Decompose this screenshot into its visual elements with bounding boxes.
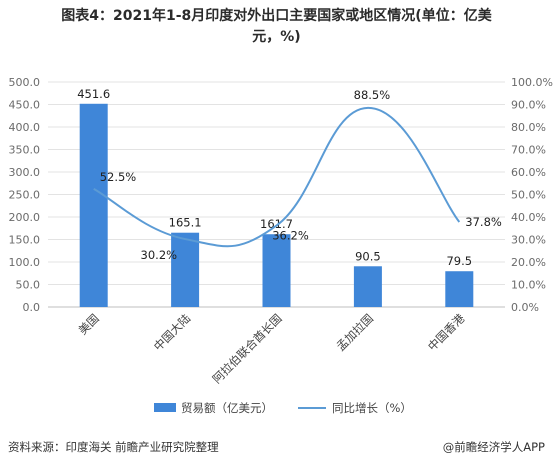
right-tick-label: 70.0% [511,144,546,157]
right-axis: 0.0% 10.0% 20.0% 30.0% 40.0% 50.0% 60.0% 70.0% 8… [511,76,553,314]
chart-svg: 0.0 50.0 100.0 150.0 200.0 250.0 300.0 350.0 400… [9,76,553,415]
legend: 贸易额（亿美元） 同比增长（%） [154,401,412,415]
left-tick-label: 450.0 [9,99,41,112]
bar-value-label: 161.7 [260,217,293,231]
x-tick-label: 孟加拉国 [334,311,376,353]
x-tick-label: 阿拉伯联合酋长国 [210,311,285,386]
right-tick-label: 30.0% [511,234,546,247]
left-tick-label: 100.0 [9,256,41,269]
left-tick-label: 50.0 [16,279,41,292]
right-tick-label: 40.0% [511,211,546,224]
bar-value-label: 90.5 [355,249,381,263]
line-value-label: 37.8% [465,215,502,229]
line-value-label: 88.5% [354,88,391,102]
right-tick-label: 0.0% [511,301,539,314]
x-tick-label: 中国香港 [425,311,468,354]
chart-title-line1: 图表4：2021年1-8月印度对外出口主要国家或地区情况(单位：亿美 [61,8,492,24]
bar [79,103,108,307]
x-tick-label: 中国大陆 [151,311,193,353]
left-tick-label: 400.0 [9,121,41,134]
bar [353,266,382,307]
bar [445,271,474,307]
right-tick-label: 20.0% [511,256,546,269]
legend-bar-swatch [154,403,176,412]
left-axis: 0.0 50.0 100.0 150.0 200.0 250.0 300.0 350.0 400… [9,76,41,314]
source-note: 资料来源：印度海关 前瞻产业研究院整理 [8,440,219,454]
grid-layer [48,81,505,308]
line-value-label: 52.5% [100,170,137,184]
left-tick-label: 300.0 [9,166,41,179]
line-value-label: 30.2% [141,248,178,262]
x-tick-label: 美国 [76,311,102,337]
left-tick-label: 150.0 [9,234,41,247]
left-tick-label: 350.0 [9,144,41,157]
x-axis: 美国 中国大陆 阿拉伯联合酋长国 孟加拉国 中国香港 [76,311,468,386]
legend-line-label: 同比增长（%） [332,401,412,415]
left-tick-label: 500.0 [9,76,41,89]
chart-title: 图表4：2021年1-8月印度对外出口主要国家或地区情况(单位：亿美 元，%) [0,6,553,48]
line-value-label: 36.2% [272,229,309,243]
chart-title-line2: 元，%) [252,29,301,45]
growth-line [93,106,461,248]
line-labels: 52.5% 30.2% 36.2% 88.5% 37.8% [100,88,502,262]
left-tick-label: 0.0 [23,301,41,314]
legend-bar-label: 贸易额（亿美元） [181,401,273,415]
bar [262,234,291,307]
bar-value-label: 165.1 [169,216,202,230]
left-tick-label: 200.0 [9,211,41,224]
right-tick-label: 50.0% [511,189,546,202]
bar-series [79,103,474,307]
left-tick-label: 250.0 [9,189,41,202]
line-series [93,106,461,248]
right-tick-label: 60.0% [511,166,546,179]
bar [171,232,200,307]
right-tick-label: 80.0% [511,121,546,134]
right-tick-label: 10.0% [511,279,546,292]
right-tick-label: 100.0% [511,76,553,89]
bar-labels: 451.6 165.1 161.7 90.5 79.5 [77,87,472,268]
bar-value-label: 79.5 [446,254,472,268]
brand-label: @前瞻经济学人APP [442,440,545,454]
bar-value-label: 451.6 [77,87,110,101]
right-tick-label: 90.0% [511,99,546,112]
